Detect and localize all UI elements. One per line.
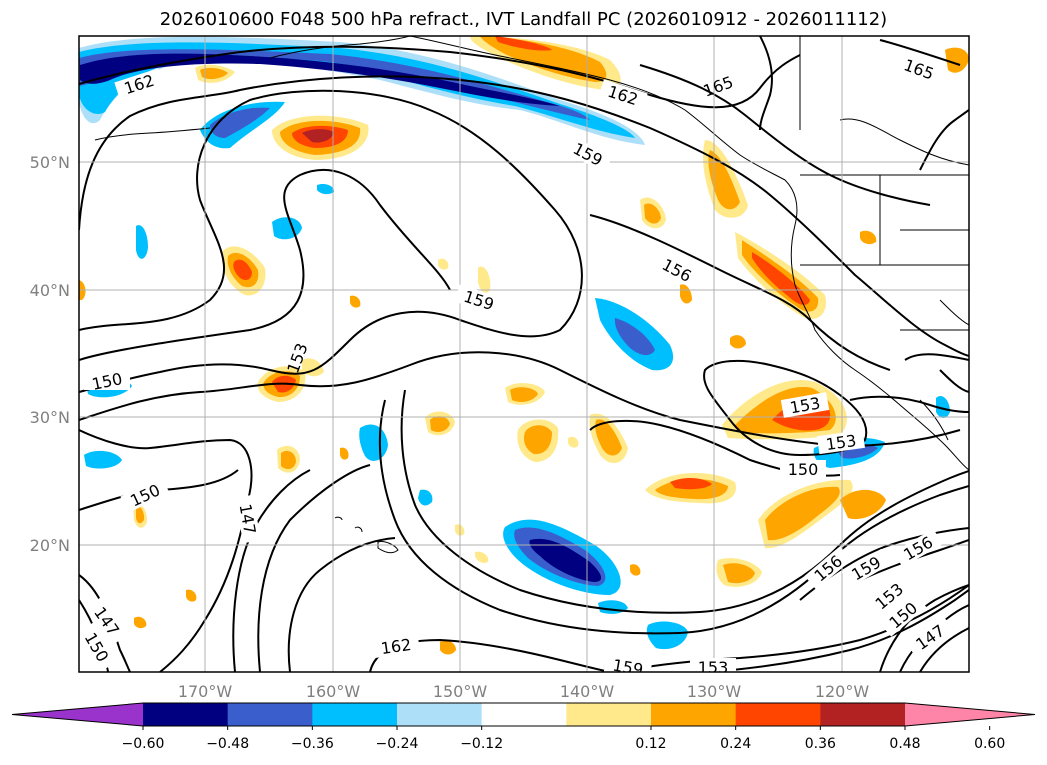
colorbar-segment [820, 703, 906, 726]
colorbar-extend-high [905, 703, 1035, 726]
colorbar-tick-label: −0.12 [460, 736, 503, 752]
longitude-axis: 170°W 160°W 150°W 140°W 130°W 120°W [178, 682, 870, 701]
lat-label-50n: 50°N [30, 153, 70, 172]
colorbar-tick-label: 0.24 [720, 736, 751, 752]
lon-label-120w: 120°W [815, 682, 870, 701]
colorbar-extend-low [12, 703, 143, 726]
colorbar-segment [735, 703, 821, 726]
lat-label-30n: 30°N [30, 408, 70, 427]
map-frame [78, 35, 970, 673]
contour-label: 153 [698, 658, 729, 677]
lat-label-20n: 20°N [30, 536, 70, 555]
gridlines [79, 36, 969, 672]
colorbar-tick-label: −0.60 [122, 736, 165, 752]
colorbar-segment [481, 703, 567, 726]
lon-label-160w: 160°W [306, 682, 361, 701]
colorbar-tick-label: −0.48 [206, 736, 249, 752]
colorbar-tick-label: 0.36 [805, 736, 836, 752]
lon-label-150w: 150°W [433, 682, 488, 701]
colorbar-tick-label: 0.60 [974, 736, 1005, 752]
lon-label-130w: 130°W [687, 682, 742, 701]
colorbar-tick-label: 0.12 [635, 736, 666, 752]
latitude-axis: 50°N 40°N 30°N 20°N [30, 153, 70, 555]
map-content: 162 165 162 159 165 156 159 153 150 153 … [79, 36, 969, 679]
contour-label: 153 [825, 431, 858, 454]
colorbar-segment [566, 703, 652, 726]
colorbar-segment [651, 703, 737, 726]
contour-label: 162 [380, 635, 413, 658]
lon-label-170w: 170°W [178, 682, 233, 701]
contour-label: 150 [788, 460, 819, 479]
contour-label: 159 [611, 655, 644, 679]
colorbar-tick-label: −0.36 [291, 736, 334, 752]
refractivity-contours [79, 36, 969, 672]
colorbar: −0.60 −0.48 −0.36 −0.24 −0.12 0.12 0.24 0.36 0.4… [11, 702, 1036, 752]
lat-label-40n: 40°N [30, 281, 70, 300]
colorbar-tick-label: 0.48 [889, 736, 920, 752]
colorbar-segment [227, 703, 313, 726]
lon-label-140w: 140°W [560, 682, 615, 701]
colorbar-segment [143, 703, 229, 726]
figure-title: 2026010600 F048 500 hPa refract., IVT La… [159, 9, 888, 30]
colorbar-segment [312, 703, 398, 726]
colorbar-tick-label: −0.24 [376, 736, 419, 752]
colorbar-segment [397, 703, 483, 726]
